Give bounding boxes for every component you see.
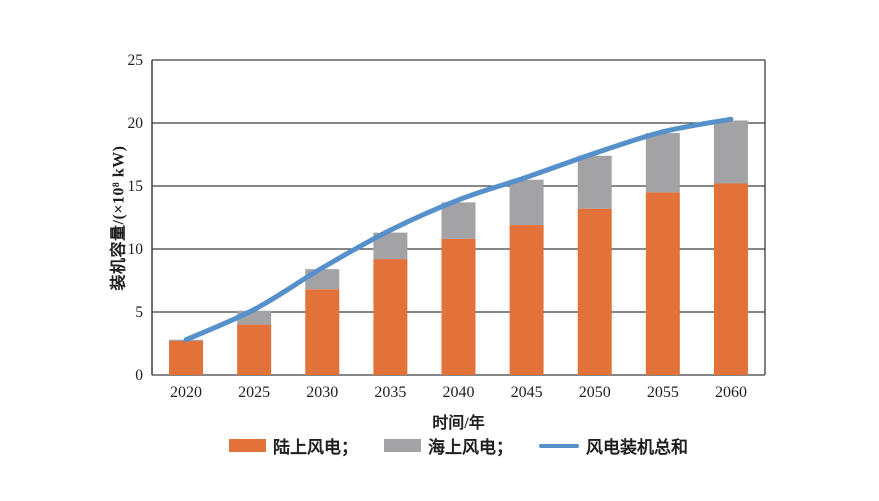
x-axis-title: 时间/年 <box>432 415 485 432</box>
bar-segment-陆上风电-2055 <box>645 192 680 375</box>
legend-item-2: 风电装机总和 <box>539 433 688 458</box>
bar-segment-海上风电-2050 <box>577 155 612 209</box>
y-axis-title-text: 装机容量/(×10⁸ kW) <box>110 145 128 290</box>
legend-label: 风电装机总和 <box>586 438 688 457</box>
legend-label: 海上风电； <box>428 438 513 457</box>
legend-item-0: 陆上风电； <box>229 433 358 458</box>
x-tick-label-2060: 2060 <box>715 384 747 401</box>
bar-segment-陆上风电-2020 <box>169 340 204 375</box>
y-tick-label-0: 0 <box>135 367 143 384</box>
bar-segment-海上风电-2060 <box>713 120 748 184</box>
y-axis-title: 装机容量/(×10⁸ kW) <box>94 60 138 375</box>
bar-segment-海上风电-2055 <box>645 133 680 193</box>
bar-segment-陆上风电-2050 <box>577 208 612 375</box>
x-tick-label-2025: 2025 <box>238 384 270 401</box>
y-tick-label-10: 10 <box>128 241 144 258</box>
legend-swatch-rect-icon <box>229 439 266 452</box>
x-tick-label-2050: 2050 <box>579 384 611 401</box>
x-tick-label-2055: 2055 <box>647 384 679 401</box>
bar-segment-陆上风电-2030 <box>305 289 340 375</box>
y-tick-label-15: 15 <box>128 178 144 195</box>
legend-swatch-line-icon <box>539 443 579 448</box>
y-tick-label-20: 20 <box>128 115 144 132</box>
x-tick-label-2040: 2040 <box>443 384 475 401</box>
x-tick-label-2030: 2030 <box>306 384 338 401</box>
legend-item-1: 海上风电； <box>384 433 513 458</box>
bar-segment-陆上风电-2060 <box>713 183 748 375</box>
x-tick-label-2045: 2045 <box>511 384 543 401</box>
bar-segment-陆上风电-2040 <box>441 238 476 375</box>
x-tick-label-2035: 2035 <box>374 384 406 401</box>
total-line <box>183 116 734 343</box>
x-tick-label-2020: 2020 <box>170 384 202 401</box>
chart-legend: 陆上风电； 海上风电； 风电装机总和 <box>152 433 765 458</box>
y-tick-label-5: 5 <box>135 304 143 321</box>
legend-label: 陆上风电； <box>273 438 358 457</box>
bar-segment-海上风电-2045 <box>509 179 544 226</box>
y-tick-label-25: 25 <box>128 52 144 69</box>
bar-segment-海上风电-2040 <box>441 202 476 239</box>
bar-segment-陆上风电-2025 <box>237 324 272 375</box>
legend-swatch-rect-icon <box>384 439 421 452</box>
bar-segment-陆上风电-2045 <box>509 225 544 375</box>
bar-segment-陆上风电-2035 <box>373 259 408 375</box>
